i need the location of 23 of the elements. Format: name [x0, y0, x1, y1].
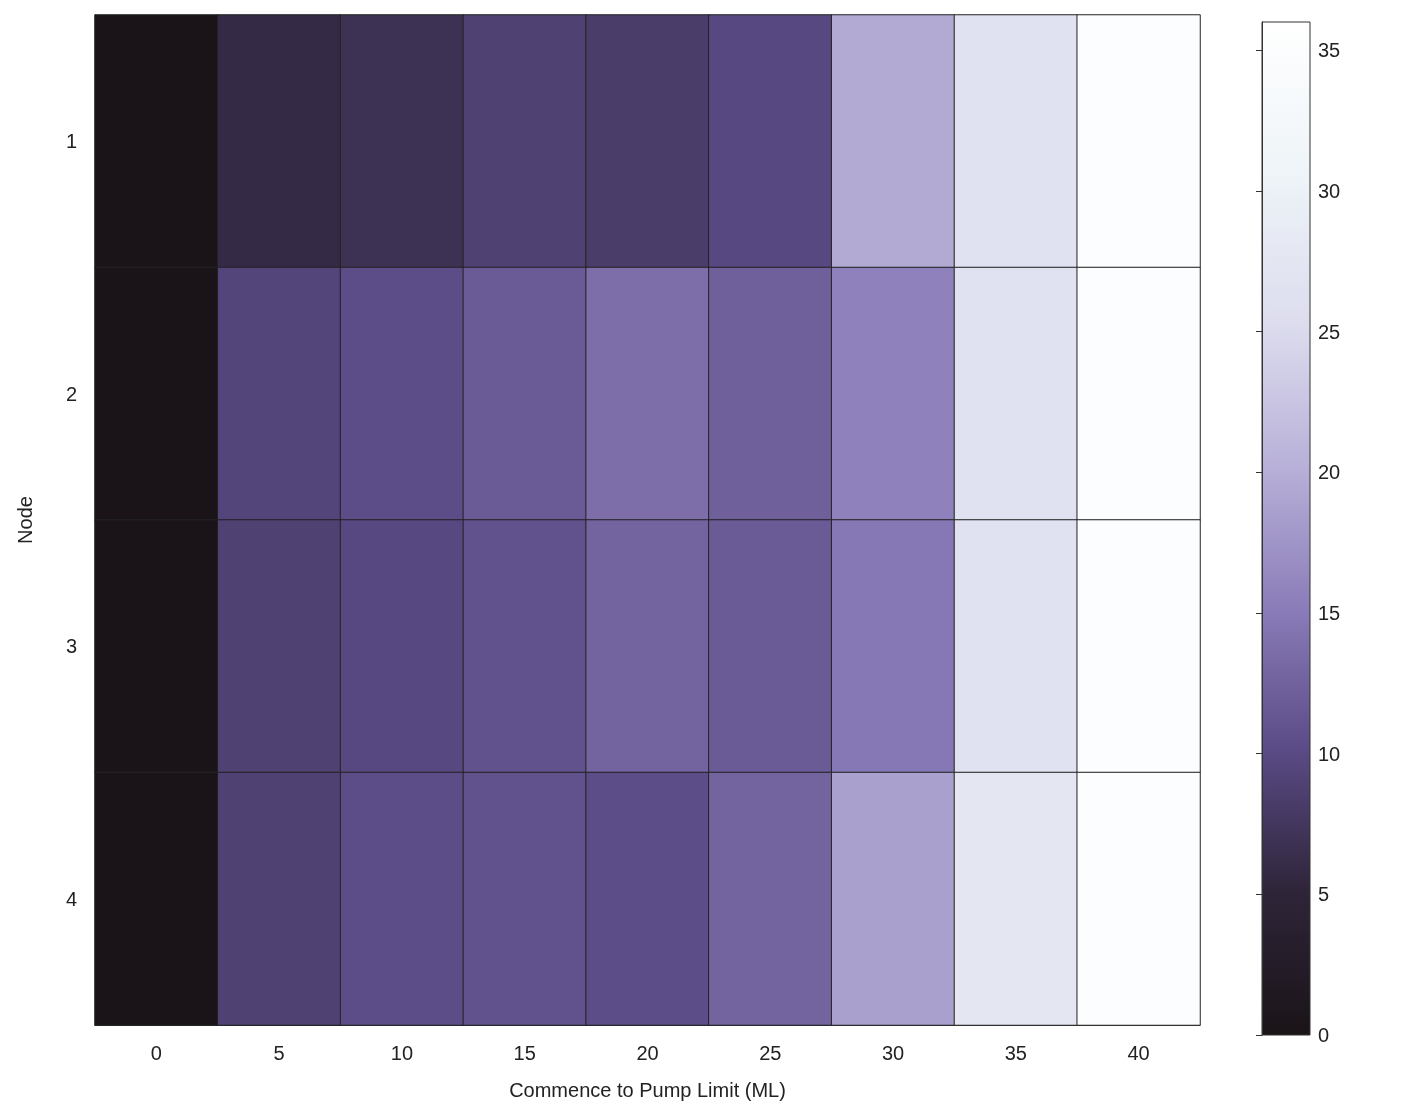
color-bar-label: 30 — [1318, 179, 1341, 202]
color-bar-label: 15 — [1318, 601, 1341, 624]
x-tick-label: 5 — [273, 1042, 285, 1064]
color-bar-label: 25 — [1318, 320, 1341, 343]
x-tick-label: 20 — [636, 1042, 659, 1064]
x-axis-title: Commence to Pump Limit (ML) — [509, 1079, 786, 1101]
y-tick-label: 4 — [65, 887, 77, 910]
x-tick-label: 0 — [150, 1042, 162, 1064]
color-bar-label: 10 — [1318, 742, 1341, 765]
x-tick-label: 35 — [1004, 1042, 1027, 1064]
color-bar-label: 35 — [1318, 39, 1341, 62]
color-bar-label: 5 — [1318, 883, 1330, 906]
y-axis-title: Node — [14, 496, 36, 544]
x-tick-label: 15 — [513, 1042, 536, 1064]
y-tick-label: 2 — [65, 382, 77, 405]
x-tick-label: 40 — [1127, 1042, 1150, 1064]
x-tick-label: 10 — [390, 1042, 414, 1064]
x-tick-label: 25 — [759, 1042, 782, 1064]
x-tick-label: 30 — [881, 1042, 905, 1064]
y-tick-label: 3 — [65, 635, 77, 658]
color-bar-label: 20 — [1318, 461, 1341, 484]
color-bar-label: 0 — [1318, 1024, 1330, 1046]
y-tick-label: 1 — [65, 130, 77, 153]
